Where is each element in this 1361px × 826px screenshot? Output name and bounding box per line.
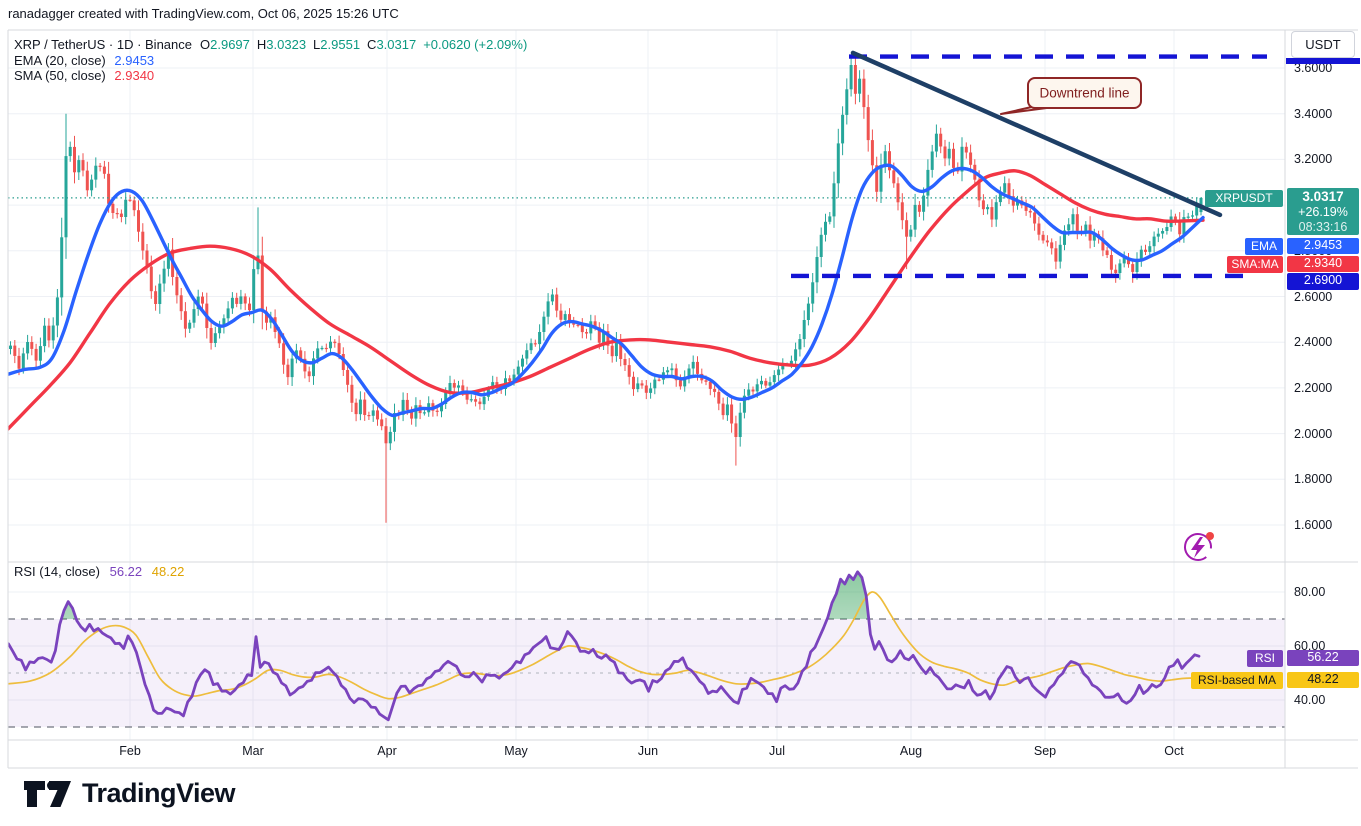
sma-price-tag: SMA:MA <box>1227 255 1283 273</box>
rsi-legend[interactable]: RSI (14, close) 56.22 48.22 <box>14 564 184 579</box>
rsi-legend-label: RSI (14, close) <box>14 564 100 579</box>
price-tick: 3.2000 <box>1294 152 1333 167</box>
sma50-line[interactable] <box>8 169 1205 431</box>
pane-borders <box>7 29 1358 769</box>
time-tick: Jun <box>637 744 659 758</box>
sma-legend-value: 2.9340 <box>114 68 155 83</box>
rsi-tick: 60.00 <box>1294 639 1326 653</box>
resistance-axis-label-partial <box>1286 58 1360 64</box>
rsi-ma-tag: RSI-based MA <box>1191 671 1283 689</box>
tradingview-logo-icon <box>24 780 71 807</box>
time-tick: Mar <box>242 744 264 758</box>
symbol-legend[interactable]: XRP / TetherUS · 1D · Binance O2.9697 H3.0… <box>14 37 527 52</box>
ema-price-box: 2.9453 <box>1287 238 1359 254</box>
price-tick: 2.2000 <box>1294 380 1333 395</box>
price-tick: 2.4000 <box>1294 335 1333 350</box>
last-price: 3.0317 <box>1302 189 1344 204</box>
time-tick: Aug <box>899 744 923 758</box>
support-price-box: 2.6900 <box>1287 272 1359 290</box>
price-tick: 3.6000 <box>1294 61 1333 75</box>
time-tick: Oct <box>1164 744 1184 758</box>
ema-legend[interactable]: EMA (20, close) 2.9453 <box>14 53 154 68</box>
ohlc-field: L2.9551 <box>313 37 361 52</box>
rsi-value-box: 56.22 <box>1287 650 1359 666</box>
tradingview-logo[interactable]: TradingView <box>24 778 236 809</box>
symbol-price-tag: XRPUSDT <box>1205 190 1283 207</box>
currency-toggle-button[interactable]: USDT <box>1291 31 1355 58</box>
credit-line: ranadagger created with TradingView.com,… <box>8 6 399 21</box>
rsi-tick: 40.00 <box>1294 693 1326 707</box>
time-tick: Feb <box>119 744 141 758</box>
price-tick: 1.8000 <box>1294 472 1333 487</box>
quick-action-flash-icon[interactable] <box>1183 532 1214 562</box>
ema20-line[interactable] <box>8 163 1205 418</box>
price-tick: 3.4000 <box>1294 106 1333 121</box>
ohlc-values: O2.9697 H3.0323 L2.9551 C3.0317 <box>200 37 423 52</box>
rsi-ma-legend-value: 48.22 <box>151 564 185 579</box>
rsi-tag: RSI <box>1247 650 1283 667</box>
rsi-ma-value-box: 48.22 <box>1287 671 1359 688</box>
time-tick: Sep <box>1033 744 1057 758</box>
symbol-price-box: 3.0317 +26.19% 08:33:16 <box>1287 188 1359 235</box>
change-value: +0.0620 (+2.09%) <box>423 37 528 52</box>
time-tick: Apr <box>377 744 397 758</box>
bar-countdown: 08:33:16 <box>1298 220 1348 234</box>
downtrend-callout[interactable]: Downtrend line <box>1000 77 1142 115</box>
time-tick: Jul <box>769 744 785 758</box>
rsi-line[interactable] <box>8 570 1201 722</box>
ema-legend-value: 2.9453 <box>114 52 155 68</box>
downtrend-callout-text: Downtrend line <box>1039 86 1129 101</box>
sma-price-box: 2.9340 <box>1287 255 1359 272</box>
sma-legend[interactable]: SMA (50, close) 2.9340 <box>14 68 154 83</box>
ema-legend-label: EMA (20, close) <box>14 52 106 68</box>
price-tick: 1.6000 <box>1294 518 1333 532</box>
price-tick: 2.6000 <box>1294 289 1333 304</box>
ohlc-field: H3.0323 <box>256 37 307 52</box>
sma-legend-label: SMA (50, close) <box>14 68 106 83</box>
rsi-legend-value: 56.22 <box>109 564 143 579</box>
downtrend-line[interactable] <box>850 50 1223 218</box>
symbol-title: XRP / TetherUS · 1D · Binance <box>14 37 192 52</box>
ema-price-tag: EMA <box>1245 238 1283 255</box>
time-tick: May <box>504 744 528 758</box>
price-tick: 2.0000 <box>1294 426 1333 441</box>
ohlc-field: O2.9697 <box>200 37 250 52</box>
tradingview-logo-text: TradingView <box>82 778 236 808</box>
change-percent: +26.19% <box>1298 205 1348 219</box>
gridlines <box>8 30 1285 740</box>
ohlc-field: C3.0317 <box>367 37 417 52</box>
rsi-tick: 80.00 <box>1294 585 1326 599</box>
